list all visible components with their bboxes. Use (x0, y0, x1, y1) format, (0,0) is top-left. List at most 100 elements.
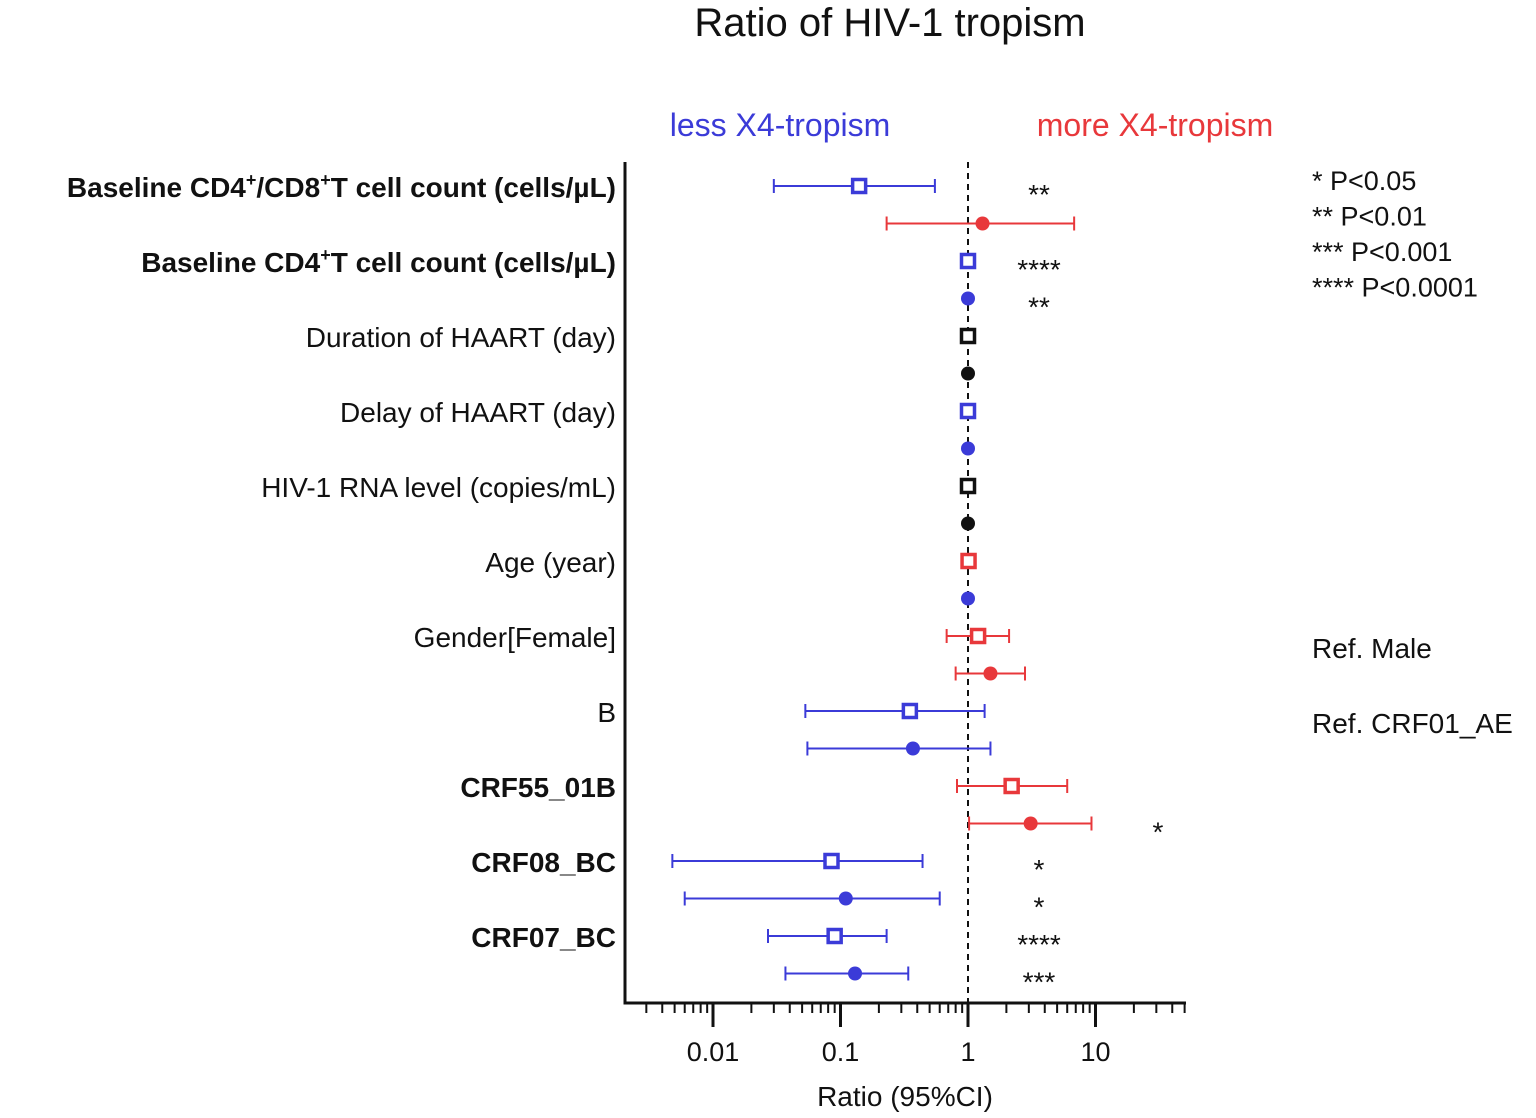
estimate-circle (975, 216, 990, 231)
row-label-part: + (246, 170, 257, 190)
estimate-circle (983, 666, 998, 681)
legend-stars: * (1312, 166, 1330, 196)
estimate-circle (961, 591, 975, 606)
estimate-square (960, 552, 977, 570)
legend-text: P<0.01 (1341, 202, 1427, 232)
data-point (784, 966, 910, 981)
legend-text: P<0.0001 (1362, 273, 1478, 303)
data-point (961, 366, 975, 381)
row-label: Baseline CD4+T cell count (cells/µL) (141, 245, 616, 278)
estimate-circle (961, 366, 975, 381)
estimate-circle (961, 441, 975, 456)
row-label-part: /CD8 (256, 172, 320, 203)
legend-entry: * P<0.05 (1312, 166, 1416, 196)
reference-note: Ref. Male (1312, 633, 1432, 664)
data-point (961, 516, 975, 531)
data-point (956, 777, 1069, 795)
row-label-part: T cell count (cells/µL) (331, 247, 616, 278)
legend-entry: *** P<0.001 (1312, 237, 1452, 267)
data-point (954, 666, 1027, 681)
legend-stars: *** (1312, 237, 1351, 267)
x-tick-label: 1 (960, 1037, 975, 1067)
data-point (960, 552, 977, 570)
data-point (945, 627, 1011, 645)
significance-stars: * (1153, 817, 1164, 848)
row-label: Duration of HAART (day) (306, 322, 616, 353)
data-point (961, 591, 975, 606)
estimate-circle (838, 891, 853, 906)
significance-stars: **** (1017, 929, 1061, 960)
direction-label-less: less X4-tropism (670, 107, 891, 143)
significance-stars: **** (1017, 254, 1061, 285)
reference-notes: Ref. Male Ref. CRF01_AE (1312, 633, 1513, 739)
row-label: CRF07_BC (471, 922, 616, 953)
data-point (766, 927, 888, 945)
data-point (959, 402, 977, 420)
axes: 0.01 0.1 1 10 (623, 162, 1186, 1067)
estimate-circle (961, 291, 975, 306)
significance-stars: * (1034, 854, 1045, 885)
row-label: B (597, 697, 616, 728)
significance-stars: ** (1028, 292, 1050, 323)
estimate-square (959, 252, 977, 270)
estimate-square (969, 627, 987, 645)
significance-stars: * (1034, 892, 1045, 923)
legend-stars: ** (1312, 202, 1341, 232)
row-label-part: Baseline CD4 (67, 172, 246, 203)
data-point (885, 216, 1076, 231)
data-point (671, 852, 924, 870)
row-label: HIV-1 RNA level (copies/mL) (261, 472, 616, 503)
estimate-circle (905, 741, 920, 756)
data-point (683, 891, 941, 906)
data-point (959, 477, 977, 495)
significance-stars: ** (1028, 179, 1050, 210)
significance-stars: *** (1023, 967, 1056, 998)
x-tick-label: 0.1 (822, 1037, 860, 1067)
row-label-part: Baseline CD4 (141, 247, 320, 278)
direction-label-more: more X4-tropism (1037, 107, 1274, 143)
estimate-circle (1023, 816, 1038, 831)
data-point (959, 327, 977, 345)
estimate-circle (961, 516, 975, 531)
estimate-square (959, 327, 977, 345)
estimate-circle (848, 966, 863, 981)
x-axis-label: Ratio (95%CI) (817, 1081, 993, 1112)
legend-stars: **** (1312, 273, 1362, 303)
row-label-part: + (320, 245, 331, 265)
legend-text: P<0.05 (1330, 166, 1416, 196)
row-labels: Baseline CD4+/CD8+T cell count (cells/µL… (67, 170, 616, 953)
data-point (968, 816, 1093, 831)
estimate-square (826, 927, 843, 945)
x-tick-label: 10 (1080, 1037, 1110, 1067)
data-point (772, 177, 936, 195)
legend-entry: ** P<0.01 (1312, 202, 1427, 232)
data-point (806, 741, 992, 756)
estimate-square (850, 177, 868, 195)
reference-note: Ref. CRF01_AE (1312, 708, 1513, 739)
row-label: Delay of HAART (day) (340, 397, 616, 428)
row-label: Gender[Female] (414, 622, 616, 653)
estimate-square (959, 477, 977, 495)
data-point (804, 702, 986, 720)
row-label-part: T cell count (cells/µL) (331, 172, 616, 203)
row-label: Baseline CD4+/CD8+T cell count (cells/µL… (67, 170, 616, 203)
row-label: CRF55_01B (460, 772, 616, 803)
data-point (961, 441, 975, 456)
legend-entry: **** P<0.0001 (1312, 273, 1478, 303)
estimate-square (901, 702, 919, 720)
data-point (961, 291, 975, 306)
x-tick-label: 0.01 (687, 1037, 740, 1067)
row-label: Age (year) (485, 547, 616, 578)
significance-legend: * P<0.05** P<0.01*** P<0.001**** P<0.000… (1312, 166, 1478, 303)
row-label-part: + (320, 170, 331, 190)
estimate-square (1003, 777, 1020, 795)
significance-marks: ****************** (1017, 179, 1163, 998)
row-label: CRF08_BC (471, 847, 616, 878)
chart-title: Ratio of HIV-1 tropism (694, 1, 1085, 45)
estimate-square (959, 402, 977, 420)
data-point (959, 252, 977, 270)
legend-text: P<0.001 (1351, 237, 1452, 267)
estimate-square (823, 852, 840, 870)
data-marks (671, 177, 1093, 981)
